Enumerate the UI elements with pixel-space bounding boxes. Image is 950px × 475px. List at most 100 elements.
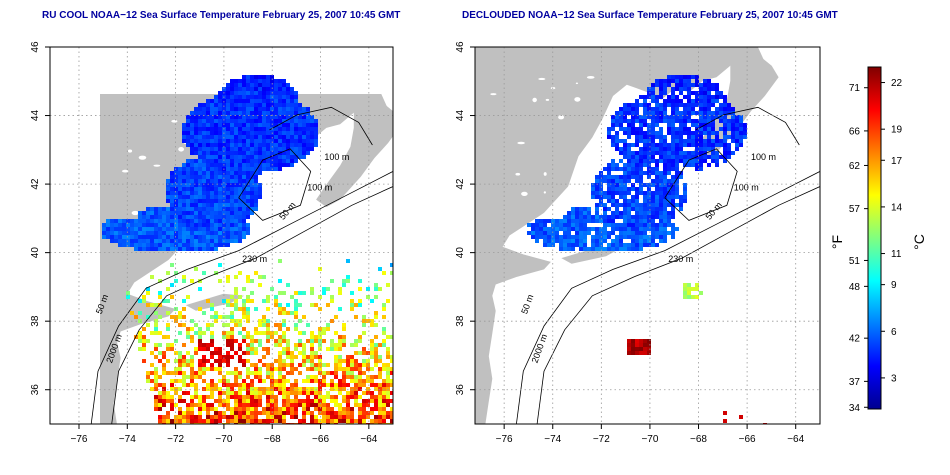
sst-pixel — [170, 387, 174, 391]
sst-pixel — [270, 147, 274, 151]
sst-pixel — [170, 195, 174, 199]
sst-pixel — [314, 139, 318, 143]
sst-pixel — [314, 415, 318, 419]
sst-pixel — [687, 79, 691, 83]
sst-pixel — [214, 315, 218, 319]
sst-pixel — [683, 183, 687, 187]
sst-pixel — [178, 239, 182, 243]
sst-pixel — [647, 155, 651, 159]
sst-pixel — [158, 383, 162, 387]
sst-pixel — [679, 79, 683, 83]
sst-pixel — [707, 87, 711, 91]
sst-pixel — [226, 355, 230, 359]
sst-pixel — [719, 139, 723, 143]
sst-pixel — [286, 411, 290, 415]
sst-pixel — [362, 415, 366, 419]
sst-pixel — [651, 111, 655, 115]
sst-pixel — [286, 155, 290, 159]
sst-pixel — [302, 355, 306, 359]
sst-pixel — [286, 351, 290, 355]
sst-pixel — [210, 131, 214, 135]
sst-pixel — [178, 355, 182, 359]
sst-pixel — [206, 115, 210, 119]
sst-pixel — [667, 95, 671, 99]
sst-pixel — [198, 191, 202, 195]
sst-pixel — [250, 343, 254, 347]
sst-pixel — [194, 111, 198, 115]
sst-pixel — [619, 211, 623, 215]
sst-pixel — [731, 123, 735, 127]
sst-pixel — [198, 199, 202, 203]
sst-pixel — [246, 115, 250, 119]
sst-pixel — [390, 379, 393, 383]
sst-pixel — [679, 195, 683, 199]
sst-pixel — [250, 167, 254, 171]
sst-pixel — [671, 175, 675, 179]
sst-pixel — [238, 419, 242, 423]
sst-pixel — [675, 115, 679, 119]
sst-pixel — [679, 135, 683, 139]
sst-pixel — [374, 283, 378, 287]
sst-pixel — [603, 207, 607, 211]
sst-pixel — [551, 219, 555, 223]
sst-pixel — [198, 407, 202, 411]
sst-pixel — [182, 175, 186, 179]
sst-pixel — [559, 227, 563, 231]
sst-pixel — [226, 171, 230, 175]
sst-pixel — [711, 87, 715, 91]
sst-pixel — [158, 291, 162, 295]
sst-pixel — [250, 155, 254, 159]
sst-pixel — [535, 227, 539, 231]
sst-pixel — [687, 151, 691, 155]
sst-pixel — [202, 355, 206, 359]
sst-pixel — [270, 363, 274, 367]
sst-pixel — [186, 215, 190, 219]
sst-pixel — [214, 139, 218, 143]
sst-pixel — [595, 195, 599, 199]
sst-pixel — [274, 163, 278, 167]
sst-pixel — [190, 355, 194, 359]
sst-pixel — [683, 79, 687, 83]
sst-pixel — [242, 155, 246, 159]
sst-pixel — [218, 119, 222, 123]
sst-pixel — [218, 411, 222, 415]
sst-pixel — [234, 191, 238, 195]
sst-pixel — [294, 127, 298, 131]
sst-pixel — [218, 139, 222, 143]
sst-pixel — [214, 207, 218, 211]
sst-pixel — [386, 283, 390, 287]
sst-pixel — [186, 207, 190, 211]
sst-pixel — [238, 271, 242, 275]
sst-pixel — [715, 155, 719, 159]
sst-pixel — [162, 299, 166, 303]
sst-pixel — [190, 247, 194, 251]
sst-pixel — [623, 199, 627, 203]
sst-pixel — [723, 419, 727, 423]
sst-pixel — [230, 195, 234, 199]
sst-pixel — [222, 183, 226, 187]
sst-pixel — [214, 383, 218, 387]
sst-pixel — [587, 231, 591, 235]
sst-pixel — [262, 419, 266, 423]
sst-pixel — [254, 339, 258, 343]
sst-pixel — [242, 119, 246, 123]
sst-pixel — [310, 115, 314, 119]
sst-pixel — [587, 219, 591, 223]
sst-pixel — [310, 287, 314, 291]
sst-pixel — [298, 131, 302, 135]
sst-pixel — [655, 187, 659, 191]
sst-pixel — [190, 319, 194, 323]
sst-pixel — [615, 243, 619, 247]
sst-pixel — [663, 79, 667, 83]
sst-pixel — [655, 115, 659, 119]
sst-pixel — [106, 227, 110, 231]
sst-pixel — [230, 207, 234, 211]
sst-pixel — [651, 239, 655, 243]
sst-pixel — [150, 207, 154, 211]
sst-pixel — [134, 315, 138, 319]
sst-pixel — [266, 371, 270, 375]
sst-pixel — [190, 199, 194, 203]
sst-pixel — [230, 135, 234, 139]
sst-pixel — [651, 131, 655, 135]
sst-pixel — [663, 211, 667, 215]
